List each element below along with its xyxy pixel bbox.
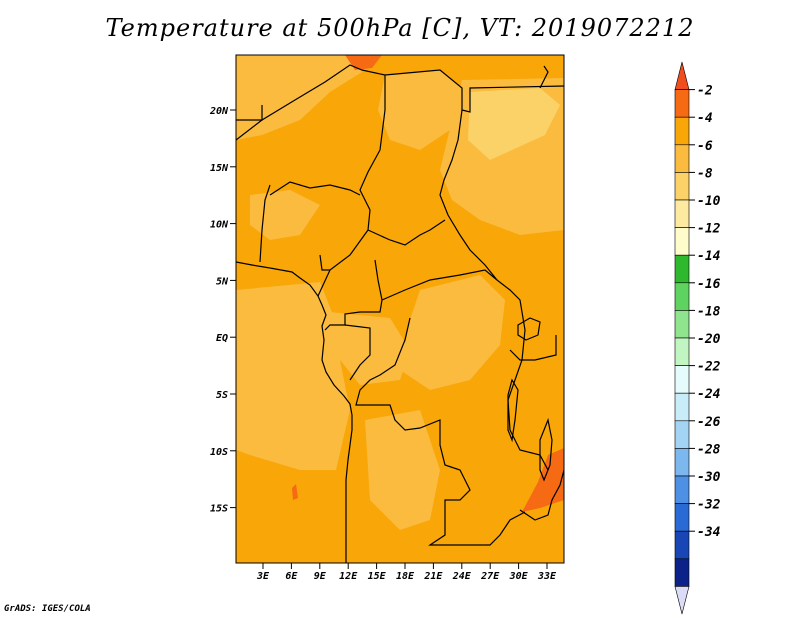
colorbar-swatch [674, 365, 690, 394]
lake-outline [517, 317, 541, 341]
field-region [236, 282, 350, 470]
colorbar-label: -6 [697, 139, 713, 154]
colorbar-swatch [674, 199, 690, 228]
border-line [367, 219, 446, 246]
border-line [236, 64, 386, 297]
colorbar-label: -32 [697, 498, 721, 513]
border-line [507, 329, 549, 471]
colorbar-label: -12 [697, 222, 721, 237]
colorbar-label: -14 [697, 249, 721, 264]
colorbar-swatch [674, 558, 690, 587]
colorbar-label: -34 [697, 525, 721, 540]
border-line [269, 181, 361, 196]
lon-tick-label: 21E [423, 571, 443, 582]
field-region [468, 88, 560, 160]
lat-tick-label: 20N [209, 106, 229, 117]
field-region [378, 70, 462, 150]
border-line [259, 184, 271, 263]
border-line [509, 335, 557, 361]
lake-outline [507, 378, 519, 443]
colorbar-swatch [674, 144, 690, 173]
colorbar-label: -18 [697, 304, 721, 319]
lat-tick-label: 5N [216, 276, 229, 287]
lon-tick-label: 18E [396, 571, 415, 582]
map-title: Temperature at 500hPa [C], VT: 201907221… [105, 14, 695, 42]
lon-tick-label: 9E [314, 571, 327, 582]
temperature-field [236, 55, 564, 563]
lon-tick-label: 15E [368, 571, 387, 582]
field-region [250, 190, 320, 240]
colorbar-label: -26 [697, 415, 721, 430]
colorbar-label: -28 [697, 442, 721, 457]
colorbar-label: -8 [697, 166, 713, 181]
lon-tick-label: 3E [256, 571, 270, 582]
lat-tick-label: 10S [210, 447, 228, 458]
colorbar-swatch [674, 337, 690, 366]
colorbar-label: -4 [697, 111, 713, 126]
lat-tick-label: 15N [210, 163, 229, 174]
colorbar-swatch [674, 254, 690, 284]
lat-tick-label: 15S [210, 504, 228, 515]
colorbar-top-arrow [674, 61, 690, 90]
border-line [344, 324, 371, 381]
colorbar-swatch [674, 530, 690, 560]
colorbar: -2 -4 -6 -8 -10 -12 -14 -16 -18 -20 -22 -24 -26 -28 -3… [674, 61, 721, 615]
colorbar-swatch [674, 89, 690, 118]
colorbar-bottom-arrow [674, 586, 690, 615]
longitude-axis: 3E 6E 9E 12E 15E 18E 21E 24E 27E 30E 33E [256, 563, 557, 582]
border-line [324, 259, 383, 331]
coastline [519, 469, 564, 521]
lon-tick-label: 30E [509, 571, 529, 582]
lon-tick-label: 12E [339, 571, 358, 582]
plot-frame [235, 54, 565, 564]
colorbar-label: -2 [697, 84, 713, 99]
field-region [292, 484, 298, 500]
colorbar-swatch [674, 503, 690, 532]
colorbar-swatch [674, 420, 690, 449]
lat-tick-label: 5S [216, 390, 228, 401]
colorbar-swatch [674, 475, 690, 504]
colorbar-swatch [674, 310, 690, 339]
colorbar-label: -22 [697, 360, 721, 375]
country-borders [236, 64, 564, 563]
border-line [381, 269, 526, 331]
colorbar-swatch [674, 227, 690, 256]
lat-tick-label: 10N [210, 220, 229, 231]
latitude-axis: 20N 15N 10N 5N EQ 5S 10S 15S [209, 106, 236, 515]
colorbar-swatch [674, 448, 690, 477]
colorbar-swatch [674, 392, 690, 422]
colorbar-swatch [674, 172, 690, 201]
lon-tick-label: 27E [480, 571, 500, 582]
field-region [365, 410, 440, 530]
colorbar-swatch [674, 282, 690, 311]
coastline [236, 261, 353, 563]
field-region [400, 275, 505, 390]
lon-tick-label: 6E [285, 571, 298, 582]
lake-outline [539, 417, 553, 482]
coastline [539, 65, 549, 89]
colorbar-label: -20 [697, 332, 721, 347]
grads-credit: GrADS: IGES/COLA [4, 604, 91, 614]
lon-tick-label: 33E [537, 571, 557, 582]
lon-tick-label: 24E [452, 571, 472, 582]
colorbar-label: -16 [697, 277, 721, 292]
border-line [439, 109, 498, 281]
colorbar-label: -30 [697, 470, 721, 485]
border-line [236, 105, 263, 121]
colorbar-swatch [674, 116, 690, 146]
colorbar-label: -10 [697, 194, 721, 209]
border-line [355, 317, 526, 546]
border-line [319, 254, 330, 271]
colorbar-label: -24 [697, 387, 721, 402]
lat-tick-label: EQ [216, 333, 228, 344]
